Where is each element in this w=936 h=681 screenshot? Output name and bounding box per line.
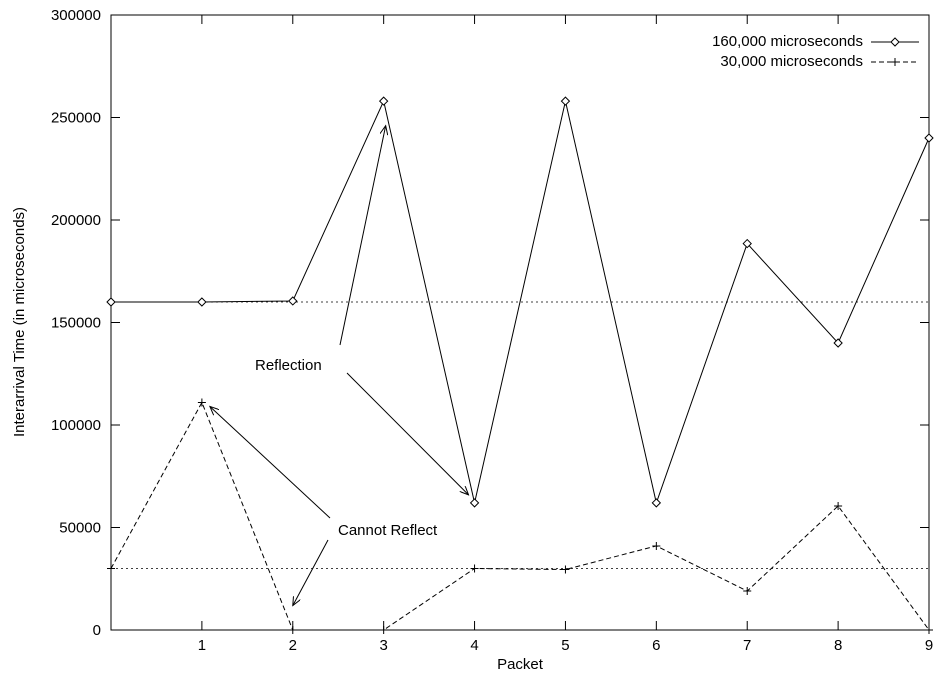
x-tick-label: 2	[289, 637, 297, 654]
x-tick-label: 9	[925, 637, 933, 654]
y-tick-label: 250000	[51, 110, 101, 127]
annotation-arrow	[210, 406, 331, 519]
x-tick-label: 8	[834, 637, 842, 654]
data-point-series-2	[925, 626, 933, 634]
annotation-label: Reflection	[255, 357, 322, 374]
data-point-series-1	[197, 297, 207, 307]
plot-frame	[110, 14, 930, 631]
data-point-series-1	[560, 96, 571, 106]
x-tick-label: 3	[379, 637, 387, 654]
data-point-series-2	[743, 587, 752, 596]
annotation-arrow	[293, 539, 329, 606]
data-point-series-1	[833, 338, 843, 348]
data-point-series-2	[652, 541, 661, 550]
y-axis-label: Interarrival Time (in microseconds)	[11, 207, 28, 437]
annotation-label: Cannot Reflect	[338, 522, 438, 539]
series-line-2	[110, 401, 930, 631]
data-point-series-1	[378, 96, 389, 106]
annotation-arrow	[339, 126, 386, 346]
data-point-series-2	[561, 565, 570, 574]
y-tick-label: 0	[93, 622, 101, 639]
legend: 160,000 microseconds 30,000 microseconds	[712, 33, 919, 70]
data-point-series-2	[107, 564, 115, 573]
data-point-series-1	[924, 133, 934, 143]
data-point-series-1	[651, 498, 662, 508]
data-point-series-2	[197, 398, 206, 407]
x-tick-label: 5	[561, 637, 569, 654]
x-tick-label: 7	[743, 637, 751, 654]
y-tick-label: 50000	[59, 520, 101, 537]
legend-label-series-1: 160,000 microseconds	[712, 33, 863, 50]
data-point-series-2	[288, 626, 297, 634]
data-point-series-1	[469, 498, 480, 508]
data-point-series-2	[379, 626, 388, 634]
legend-marker-1	[890, 37, 900, 47]
y-tick-label: 100000	[51, 417, 101, 434]
x-axis-label: Packet	[497, 656, 544, 673]
data-point-series-1	[288, 296, 298, 306]
annotation-arrow	[346, 372, 469, 495]
y-tick-label: 200000	[51, 212, 101, 229]
y-tick-label: 300000	[51, 7, 101, 24]
x-tick-label: 4	[470, 637, 478, 654]
y-tick-label: 150000	[51, 315, 101, 332]
data-point-series-2	[470, 564, 479, 573]
legend-marker-2	[891, 58, 899, 66]
x-tick-label: 6	[652, 637, 660, 654]
legend-label-series-2: 30,000 microseconds	[720, 53, 863, 70]
data-point-series-2	[834, 501, 843, 510]
data-point-series-1	[106, 297, 116, 307]
x-tick-label: 1	[198, 637, 206, 654]
data-point-series-1	[742, 238, 752, 249]
series-line-1	[111, 99, 930, 505]
